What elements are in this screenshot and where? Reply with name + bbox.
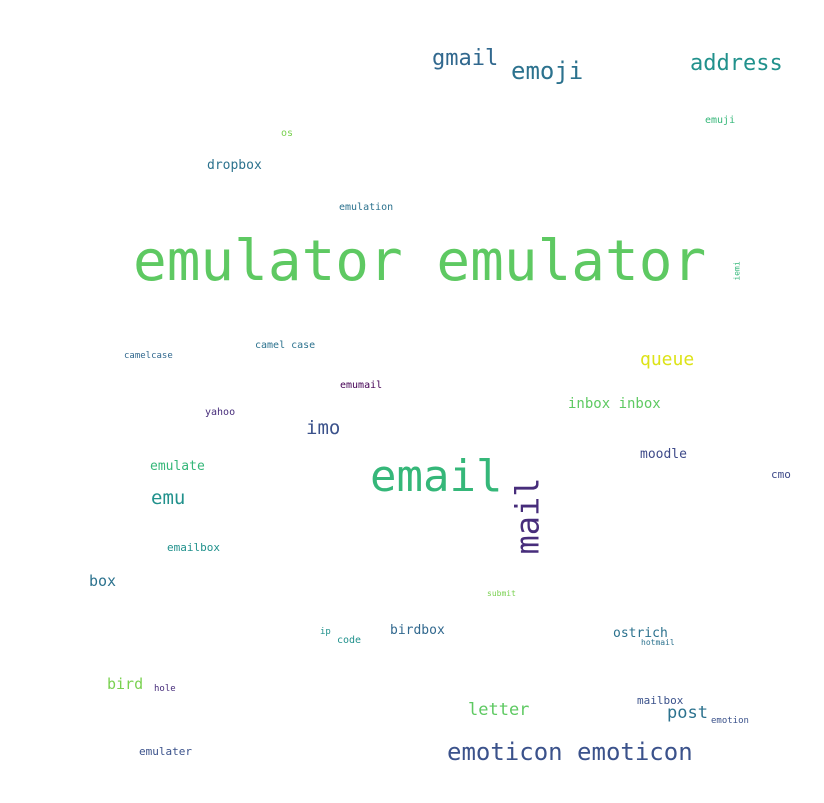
word-yahoo: yahoo (205, 407, 236, 418)
word-hotmail: hotmail (641, 638, 675, 647)
word-bird: bird (107, 675, 144, 693)
word-email: email (370, 451, 503, 502)
word-camelcase: camelcase (124, 351, 173, 361)
word-iemi: iemi (732, 261, 742, 281)
word-ip: ip (320, 627, 331, 637)
word-dropbox: dropbox (207, 158, 262, 173)
word-submit: submit (487, 589, 516, 598)
word-emumail: emumail (340, 380, 383, 391)
word-emotion: emotion (711, 716, 749, 726)
word-inbox-inbox: inbox inbox (568, 396, 661, 412)
word-emoji: emoji (511, 57, 584, 85)
word-os: os (281, 128, 294, 139)
word-moodle: moodle (640, 447, 687, 462)
word-emailbox: emailbox (167, 541, 220, 554)
word-queue: queue (640, 349, 695, 370)
word-emoticon-emoticon: emoticon emoticon (447, 738, 693, 766)
word-box: box (89, 572, 117, 590)
word-emu: emu (151, 487, 186, 509)
word-emulater: emulater (139, 745, 192, 758)
word-birdbox: birdbox (390, 623, 445, 638)
word-emuji: emuji (705, 115, 736, 126)
word-gmail: gmail (432, 46, 499, 71)
word-cmo: cmo (771, 468, 791, 481)
word-post: post (667, 703, 708, 723)
word-camel-case: camel case (255, 340, 316, 351)
word-imo: imo (306, 417, 341, 439)
word-code: code (337, 635, 362, 646)
word-ostrich: ostrich (613, 626, 668, 641)
word-emulation: emulation (339, 202, 394, 213)
word-emulate: emulate (150, 459, 205, 474)
word-mailbox: mailbox (637, 694, 684, 707)
word-hole: hole (154, 684, 176, 694)
word-emulator-emulator: emulator emulator (133, 229, 707, 294)
word-address: address (690, 51, 783, 76)
word-mail: mail (508, 477, 547, 555)
word-letter: letter (468, 700, 530, 720)
